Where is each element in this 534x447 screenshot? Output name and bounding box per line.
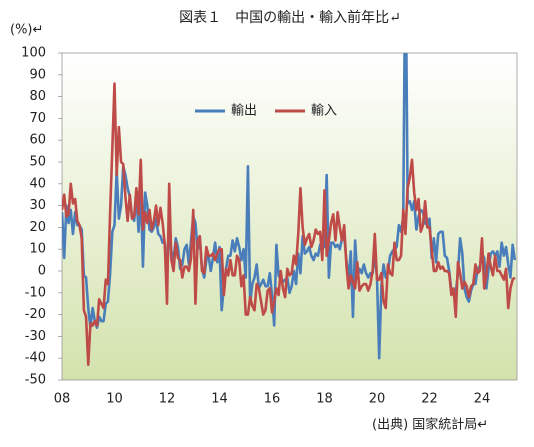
series-line — [62, 82, 516, 367]
legend-label: 輸出 — [231, 104, 257, 119]
y-tick-label: 70 — [29, 111, 46, 126]
y-unit: (%)↵ — [10, 23, 43, 38]
y-tick-label: 60 — [29, 133, 46, 148]
x-tick-label: 14 — [211, 392, 228, 407]
y-tick-label: 50 — [29, 155, 46, 170]
lines — [62, 53, 517, 367]
x-tick-label: 12 — [159, 392, 176, 407]
y-tick-label: 20 — [29, 220, 46, 235]
y-tick-label: -10 — [25, 285, 46, 300]
x-tick-label: 10 — [106, 392, 123, 407]
source: (出典) 国家統計局↵ — [372, 417, 488, 433]
x-tick-label: 16 — [264, 392, 281, 407]
y-tick-label: 30 — [29, 198, 46, 213]
x-tick-label: 18 — [316, 392, 333, 407]
plot-area — [61, 52, 518, 381]
legend-label: 輸入 — [311, 104, 337, 119]
y-tick-label: -30 — [25, 329, 46, 344]
y-tick-label: 10 — [29, 242, 46, 257]
y-tick-label: 0 — [38, 264, 46, 279]
x-tick-label: 24 — [474, 392, 491, 407]
y-tick-label: -50 — [25, 373, 46, 388]
x-tick-label: 08 — [54, 392, 71, 407]
y-tick-label: -40 — [25, 351, 46, 366]
y-tick-label: 80 — [29, 89, 46, 104]
chart-title: 図表１ 中国の輸出・輸入前年比↵ — [179, 9, 401, 26]
x-tick-label: 20 — [369, 392, 386, 407]
x-tick-label: 22 — [421, 392, 438, 407]
y-tick-label: -20 — [25, 307, 46, 322]
y-tick-label: 90 — [29, 67, 46, 82]
y-tick-label: 100 — [21, 46, 46, 61]
y-tick-label: 40 — [29, 176, 46, 191]
